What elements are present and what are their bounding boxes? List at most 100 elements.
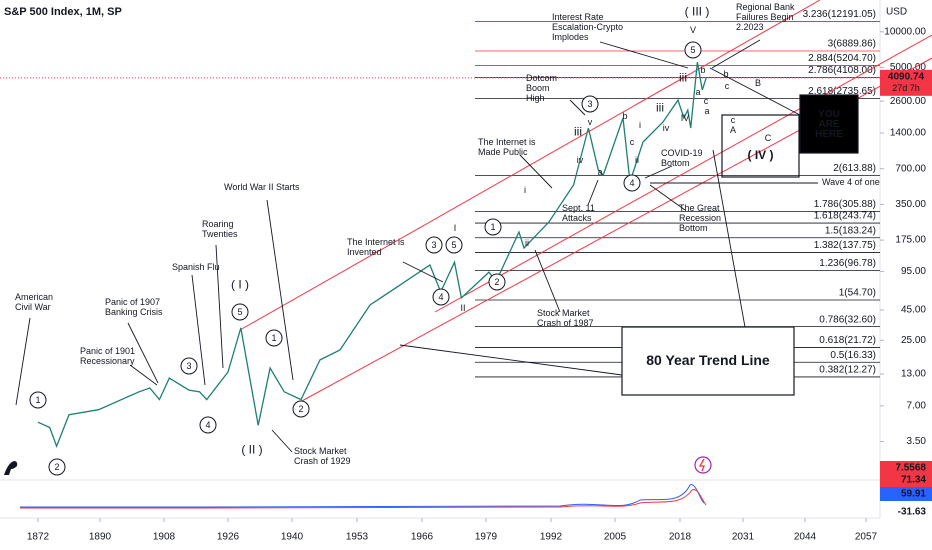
wave-label: V [690,25,696,35]
annotation-line: The Internet is [347,237,405,247]
annotation: Spanish Flu [172,262,220,272]
wave-circle [445,236,463,254]
oscillator [19,484,705,508]
wave-label: c [630,137,635,147]
annotation-line: Interest Rate [552,12,604,22]
callout-box [721,114,800,178]
annotation: Roaring Twenties [202,219,238,239]
annotation: Stock Market Crash of 1987 [537,308,594,328]
annotation: The Great Recession Bottom [679,203,721,233]
annotation-line: 2.2023 [736,22,764,32]
y-tick-label: 1400.00 [890,128,927,139]
x-tick-label: 1940 [281,532,304,543]
arrow [534,249,561,313]
callout-line: ARE [818,119,839,130]
wave-label: c [731,115,736,125]
annotation-line: Stock Market [294,446,347,456]
wave-label: ( I ) [231,278,249,292]
fib-label: 2.884(5204.70) [808,53,876,64]
wave-label: i [639,120,641,130]
wave-label: C [765,133,772,143]
callout-text: 80 Year Trend Line [646,352,770,368]
arrow [266,199,294,381]
y-tick-label: 95.00 [901,266,926,277]
arrow [519,154,553,189]
arrow [127,322,159,384]
chart-title: S&P 500 Index, 1M, SP [4,6,122,18]
arrow [709,67,801,116]
wave-label: c [704,96,709,106]
wave-label: iii [574,125,582,139]
wave-circle [180,357,198,375]
annotation-line: The Internet is [478,137,536,147]
x-tick-label: 2005 [604,532,627,543]
annotation-line: Recession [679,213,721,223]
wave-label: 4 [438,292,443,302]
annotation-line: Invented [347,247,382,257]
event-icon-bolt [698,458,705,472]
indicator-box [880,461,932,475]
y-tick-label: 700.00 [895,163,926,174]
wave-circle [231,303,249,321]
annotation-line: Failures Begin [736,12,794,22]
annotation-line: Crash of 1929 [294,456,351,466]
annotation-line: Wave 4 of one [822,177,880,187]
event-icon[interactable] [694,456,712,474]
fib-label: 2(613.88) [833,163,876,174]
callout-line: YOU [818,109,840,120]
fib-label: 0.5(16.33) [830,350,876,361]
oscillator-signal [19,489,707,509]
wave-label: ii [635,155,639,165]
x-tick-label: 2057 [855,532,878,543]
annotation: Sept. 11 Attacks [562,203,595,223]
indicator-label: 7.5568 [895,463,926,474]
y-tick-label: 3.50 [907,436,927,447]
y-tick-label: 25.00 [901,335,926,346]
wave-label: 2 [298,404,303,414]
callout-box [621,326,795,396]
fib-label: 1(54.70) [839,288,876,299]
fib-label: 2.786(4108.00) [808,65,876,76]
wave-label: b [723,69,728,79]
annotation-line: Panic of 1907 [105,297,160,307]
annotation: Wave 4 of one [822,177,880,187]
annotation: Panic of 1901 Recessionary [80,346,135,366]
wave-label: IV [681,113,690,123]
x-tick-label: 1979 [475,532,498,543]
callout-line: ( IV ) [748,148,774,162]
fib-label: 1.382(137.75) [814,240,876,251]
callout-text: YOU ARE HERE [815,109,843,140]
x-tick-label: 1908 [153,532,176,543]
annotation: The Internet is Made Public [478,137,536,157]
fib-label: 1.5(183.24) [825,225,876,236]
x-tick-label: 1966 [411,532,434,543]
annotation-line: Implodes [552,32,589,42]
arrow [271,429,293,453]
annotation-line: The Great [679,203,720,213]
wave-label: 2 [494,277,499,287]
wave-label: 2 [54,462,59,472]
wave-circle [684,41,702,59]
y-tick-label: 45.00 [901,305,926,316]
wave-circle [265,329,283,347]
wave-label: B [755,78,761,88]
wave-label: iii [679,71,687,85]
y-tick-label: 10000.00 [884,26,926,37]
indicator-label: -31.63 [898,507,927,518]
wave-label: 5 [237,307,242,317]
x-tick-label: 1890 [89,532,112,543]
callout-box [799,94,859,154]
annotation-line: Banking Crisis [105,307,163,317]
fib-label: 0.382(12.27) [819,365,876,376]
wave-label: 3 [186,361,191,371]
wave-label: 4 [205,420,210,430]
x-tick-label: 1992 [540,532,563,543]
arrow [599,41,689,69]
annotation: American Civil War [15,292,53,312]
x-tick-label: 2018 [669,532,692,543]
wave-label: 1 [271,333,276,343]
wave-circle [432,288,450,306]
wave-label: 4 [629,178,634,188]
